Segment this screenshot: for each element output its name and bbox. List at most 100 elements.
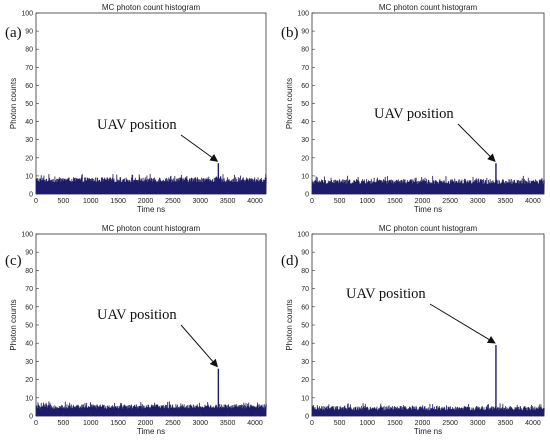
annotation-label: UAV position [374,106,454,122]
x-tick-label: 2500 [442,198,458,205]
plot-frame [311,12,545,195]
annotation-arrow [457,123,496,162]
x-axis-label: Time ns [137,205,165,214]
histogram-panel: 0 500 1000 1500 2000 2500 3000 3500 4000 0 10 20 30 4… [281,224,545,436]
chart-title: MC photon count histogram [102,224,201,233]
x-tick-label: 0 [310,198,314,205]
chart-title: MC photon count histogram [102,3,201,12]
y-tick-label: 80 [301,47,309,54]
noise-bars [35,401,267,417]
x-tick-label: 500 [58,420,70,427]
y-tick-label: 50 [25,101,33,108]
plot-frame [35,12,267,195]
x-tick-label: 4000 [525,198,541,205]
x-tick-label: 3000 [192,198,208,205]
histogram-panel: 0 500 1000 1500 2000 2500 3000 3500 4000 0 10 20 30 4… [5,3,267,214]
x-tick-label: 2000 [138,198,154,205]
y-tick-label: 30 [301,359,309,366]
y-tick-label: 40 [25,341,33,348]
annotation-arrow [180,134,219,162]
x-tick-label: 3000 [470,198,486,205]
y-tick-label: 30 [25,137,33,144]
x-tick-label: 0 [34,198,38,205]
plot-frame [35,233,267,417]
x-tick-label: 2000 [415,420,431,427]
histogram-panel: 0 500 1000 1500 2000 2500 3000 3500 4000 0 10 20 30 4… [5,224,267,436]
y-axis-label: Photon counts [9,78,18,129]
y-tick-label: 30 [301,137,309,144]
x-tick-label: 1000 [359,198,375,205]
x-tick-label: 500 [334,198,346,205]
y-tick-label: 70 [25,286,33,293]
x-tick-label: 2500 [165,420,181,427]
x-tick-label: 2500 [165,198,181,205]
x-tick-label: 3500 [498,420,514,427]
y-tick-label: 70 [301,65,309,72]
x-tick-label: 1000 [83,420,99,427]
x-tick-label: 4000 [525,420,541,427]
x-tick-label: 1000 [83,198,99,205]
y-tick-label: 40 [25,119,33,126]
y-tick-label: 20 [301,377,309,384]
y-tick-label: 50 [301,101,309,108]
x-tick-label: 1500 [387,198,403,205]
y-tick-label: 10 [301,173,309,180]
y-tick-label: 100 [297,232,309,239]
x-tick-label: 1000 [359,420,375,427]
plot-frame [311,233,545,417]
x-tick-label: 2000 [138,420,154,427]
x-tick-label: 2000 [415,198,431,205]
x-tick-label: 3500 [220,420,236,427]
y-axis-label: Photon counts [9,299,18,350]
x-axis-label: Time ns [137,427,165,436]
x-tick-label: 2500 [442,420,458,427]
y-tick-label: 10 [25,173,33,180]
y-tick-label: 10 [25,395,33,402]
y-tick-label: 80 [25,268,33,275]
y-tick-label: 100 [297,11,309,18]
x-tick-label: 500 [334,420,346,427]
y-tick-label: 0 [29,192,33,199]
y-tick-label: 90 [25,250,33,257]
y-tick-label: 20 [301,155,309,162]
x-tick-label: 1500 [387,420,403,427]
annotation-label: UAV position [97,117,177,133]
y-tick-label: 90 [301,29,309,36]
x-tick-label: 4000 [247,198,263,205]
y-tick-label: 60 [25,83,33,90]
y-tick-label: 100 [21,11,33,18]
y-tick-label: 60 [25,304,33,311]
x-tick-label: 0 [310,420,314,427]
y-tick-label: 50 [301,323,309,330]
y-tick-label: 70 [25,65,33,72]
y-tick-label: 60 [301,304,309,311]
y-tick-label: 90 [25,29,33,36]
noise-bars [311,175,545,195]
annotation-arrow [429,303,496,344]
x-tick-label: 4000 [247,420,263,427]
chart-title: MC photon count histogram [379,3,478,12]
y-tick-label: 0 [29,414,33,421]
y-tick-label: 80 [301,268,309,275]
x-tick-label: 3500 [220,198,236,205]
annotation-label: UAV position [346,286,426,302]
x-tick-label: 3000 [192,420,208,427]
chart-title: MC photon count histogram [379,224,478,233]
histogram-panel: 0 500 1000 1500 2000 2500 3000 3500 4000 0 10 20 30 4… [281,3,545,214]
y-tick-label: 100 [21,232,33,239]
y-tick-label: 40 [301,119,309,126]
y-tick-label: 20 [25,155,33,162]
y-tick-label: 90 [301,250,309,257]
y-tick-label: 50 [25,323,33,330]
y-axis-label: Photon counts [285,78,294,129]
y-tick-label: 0 [305,192,309,199]
annotation-arrow [180,324,219,368]
y-tick-label: 40 [301,341,309,348]
x-tick-label: 0 [34,420,38,427]
y-tick-label: 10 [301,395,309,402]
x-tick-label: 3000 [470,420,486,427]
x-tick-label: 500 [58,198,70,205]
y-tick-label: 60 [301,83,309,90]
annotation-label: UAV position [97,307,177,323]
